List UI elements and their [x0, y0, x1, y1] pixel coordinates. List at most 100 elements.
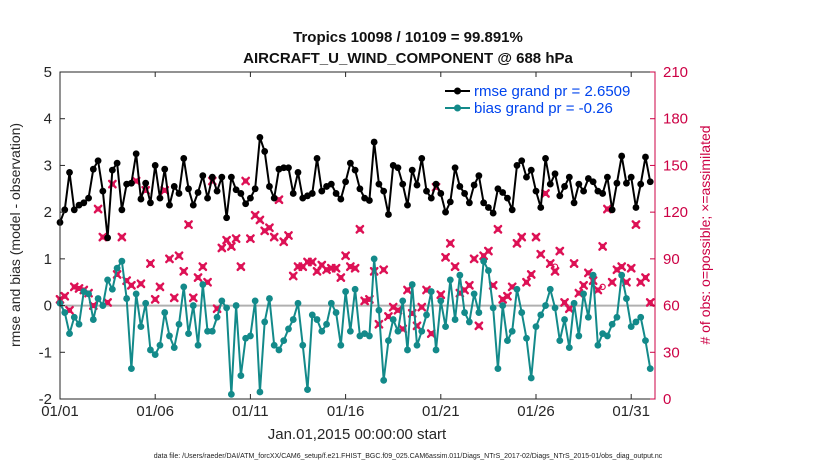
obs-x-core [485, 248, 491, 254]
rmse-point [632, 204, 640, 211]
bias-point [218, 297, 226, 305]
rmse-point [346, 159, 354, 167]
legend-bias-label: bias grand pr = -0.26 [474, 100, 613, 117]
rmse-point [561, 183, 568, 190]
obs-x-core [119, 234, 125, 240]
bias-point [375, 306, 383, 314]
rmse-point [308, 190, 316, 197]
bias-point [489, 304, 497, 312]
bias-point [385, 337, 392, 345]
obs-x-core [400, 326, 406, 332]
bias-point [508, 327, 516, 335]
obs-x-core [566, 306, 572, 312]
bias-point [261, 318, 269, 326]
rmse-point [494, 185, 502, 193]
bias-point [75, 320, 83, 328]
bias-point [561, 316, 568, 323]
rmse-point [127, 179, 135, 187]
obs-x-core [533, 234, 539, 240]
bias-point [623, 295, 630, 302]
bias-point [604, 332, 611, 340]
bias-point [251, 297, 259, 305]
rmse-point [170, 183, 178, 190]
obs-assimilated-marker [93, 204, 103, 214]
bias-point [370, 255, 378, 263]
rmse-point [451, 164, 459, 172]
x-axis-ticks: 01/01 01/06 01/11 01/16 01/21 01/26 01/31 [41, 72, 650, 420]
obs-x-core [304, 259, 311, 265]
rmse-point [285, 164, 292, 172]
rmse-point [385, 211, 392, 218]
rmse-point [556, 192, 564, 200]
bias-point [85, 290, 92, 298]
bias-point [542, 302, 549, 309]
obs-x-core [385, 313, 392, 320]
obs-assimilated-marker [441, 252, 450, 262]
y-right-tick-label: 60 [663, 298, 680, 315]
obs-x-core [509, 284, 515, 290]
rmse-point [489, 209, 497, 217]
rmse-point [642, 153, 649, 161]
obs-x-core [514, 240, 520, 246]
bias-point [465, 318, 473, 326]
rmse-point [604, 173, 611, 181]
bias-point [570, 299, 578, 307]
bias-series [56, 255, 654, 398]
obs-possible-marker [551, 263, 559, 270]
bias-point [70, 313, 78, 321]
obs-x-core [619, 264, 625, 270]
rmse-point [280, 164, 288, 172]
obs-x-core [309, 259, 315, 265]
obs-x-core [647, 299, 653, 306]
obs-x-core [271, 234, 277, 240]
obs-x-core [352, 265, 358, 271]
bias-point [451, 316, 459, 323]
bias-point [199, 281, 207, 288]
bias-point [389, 316, 397, 323]
rmse-point [351, 166, 359, 174]
bias-point [299, 341, 307, 349]
obs-x-core [466, 282, 472, 288]
rmse-point [465, 199, 473, 207]
obs-assimilated-marker [241, 176, 251, 186]
rmse-point [61, 206, 69, 214]
obs-x-core [504, 293, 511, 299]
bias-point [208, 327, 216, 335]
rmse-point [94, 157, 102, 165]
obs-assimilated-marker [193, 273, 203, 282]
obs-x-core [585, 270, 591, 276]
obs-x-core [442, 254, 449, 260]
obs-x-core [66, 307, 73, 313]
rmse-point [570, 199, 578, 207]
obs-assimilated-marker [188, 293, 198, 303]
obs-assimilated-marker [136, 279, 146, 289]
rmse-point [584, 175, 592, 182]
obs-assimilated-marker [126, 280, 136, 290]
obs-assimilated-marker [526, 270, 536, 279]
bias-point [318, 327, 326, 335]
obs-x-core [90, 302, 96, 309]
bias-point [304, 386, 311, 394]
rmse-point [85, 194, 92, 202]
x-tick-label: 01/06 [136, 403, 174, 420]
rmse-point [70, 206, 78, 214]
rmse-point [194, 189, 202, 196]
obs-assimilated-marker [569, 259, 579, 268]
y-tick-label: 2 [44, 204, 52, 221]
rmse-point [318, 187, 326, 195]
rmse-point [532, 187, 540, 195]
obs-x-core [419, 304, 425, 310]
obs-x-core [166, 256, 173, 262]
rmse-point [108, 166, 116, 174]
rmse-point [608, 206, 616, 214]
rmse-point [185, 185, 192, 193]
bias-point [470, 290, 478, 298]
obs-x-core [333, 265, 339, 271]
chart-title-line1: Tropics 10098 / 10109 = 99.891% [293, 29, 523, 46]
obs-x-core [471, 256, 477, 262]
y-tick-label: 0 [44, 298, 52, 315]
rmse-point [266, 183, 273, 190]
bias-point [132, 290, 140, 298]
obs-x-core [133, 178, 139, 184]
